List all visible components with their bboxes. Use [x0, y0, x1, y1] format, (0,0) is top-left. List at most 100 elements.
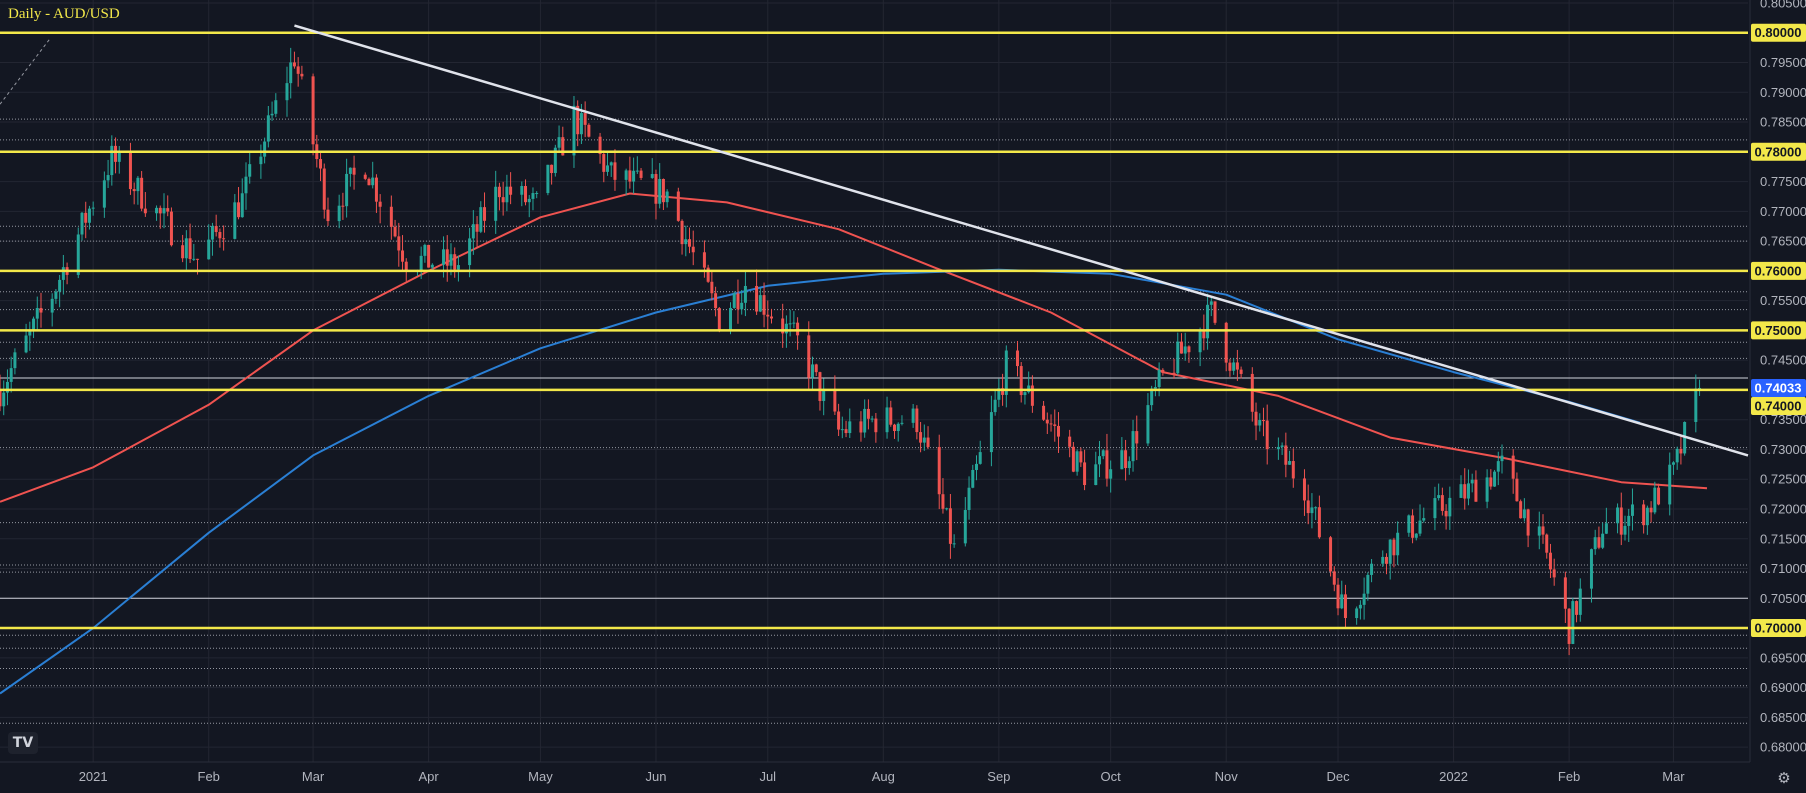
candle-body: [1049, 423, 1053, 425]
level-price-label: 0.74000: [1755, 398, 1802, 413]
candle-body: [606, 165, 610, 172]
candle-body: [1068, 436, 1072, 447]
candle-body: [1250, 373, 1254, 412]
candle-body: [609, 162, 613, 166]
candle-body: [453, 254, 457, 270]
candle-body: [1679, 448, 1683, 454]
candle-body: [181, 245, 185, 259]
candle-body: [755, 285, 759, 312]
candle-body: [561, 137, 565, 156]
candle-body: [1336, 584, 1340, 609]
candle-body: [1671, 462, 1675, 465]
level-price-label: 0.75000: [1755, 323, 1802, 338]
candle-body: [1355, 608, 1359, 619]
candle-body: [1075, 451, 1079, 472]
candle-body: [732, 293, 736, 308]
candle-body: [263, 141, 267, 157]
candle-body: [13, 352, 17, 369]
candle-body: [1627, 515, 1631, 526]
candle-body: [1127, 461, 1131, 469]
candle-body: [374, 177, 378, 202]
candle-body: [214, 226, 218, 233]
candle-body: [1187, 346, 1191, 353]
candlesticks: [0, 47, 1702, 656]
candle-body: [1358, 604, 1362, 609]
candle-body: [84, 212, 88, 223]
level-price-label: 0.80000: [1755, 25, 1802, 40]
candle-body: [1589, 549, 1593, 589]
candle-body: [1094, 464, 1098, 486]
candle-body: [989, 412, 993, 453]
candle-body: [509, 186, 513, 195]
candle-body: [1563, 577, 1567, 609]
candle-body: [1392, 539, 1396, 556]
candle-body: [54, 291, 58, 299]
candle-body: [665, 191, 669, 203]
candle-body: [1366, 574, 1370, 594]
candle-body: [587, 124, 591, 137]
candle-body: [1604, 523, 1608, 534]
candle-body: [1597, 537, 1601, 548]
candle-body: [140, 177, 144, 209]
candle-body: [837, 411, 841, 430]
candle-body: [896, 423, 900, 431]
candle-body: [1645, 507, 1649, 526]
candle-body: [535, 193, 539, 195]
y-tick-label: 0.74500: [1760, 353, 1806, 368]
candle-body: [1552, 569, 1556, 578]
candle-body: [583, 113, 587, 125]
candle-body: [1340, 594, 1344, 609]
x-tick-label: Nov: [1215, 769, 1239, 784]
candle-body: [1261, 420, 1265, 422]
gear-icon[interactable]: ⚙: [1777, 769, 1791, 787]
candle-body: [527, 198, 531, 203]
candle-body: [389, 206, 393, 227]
dotted-levels: [0, 118, 1748, 724]
candle-body: [143, 208, 147, 214]
y-tick-label: 0.68500: [1760, 710, 1806, 725]
candle-body: [210, 226, 214, 240]
candle-body: [5, 381, 9, 393]
moving-average-slow: [0, 268, 1641, 695]
candle-body: [1001, 388, 1005, 395]
support-resistance-levels: [0, 31, 1748, 630]
candle-body: [285, 83, 289, 101]
x-tick-label: Jun: [645, 769, 666, 784]
candle-body: [635, 170, 639, 172]
candle-body: [978, 452, 982, 464]
candle-body: [624, 170, 628, 180]
dashed-projection: [0, 38, 51, 105]
level-price-label-bg: [1751, 396, 1806, 415]
candle-body: [919, 432, 923, 443]
candle-body: [1030, 385, 1034, 406]
candle-body: [1109, 469, 1113, 479]
candle-body: [1042, 405, 1046, 420]
candle-body: [952, 543, 956, 545]
candle-body: [926, 437, 930, 447]
candle-body: [1239, 369, 1243, 374]
candle-body: [863, 408, 867, 433]
candle-body: [784, 323, 788, 334]
y-tick-label: 0.77500: [1760, 174, 1806, 189]
candle-body: [900, 422, 904, 424]
candle-body: [505, 186, 509, 203]
candle-body: [292, 62, 296, 67]
candle-body: [1519, 501, 1523, 519]
candle-body: [870, 418, 874, 420]
candle-body: [874, 418, 878, 433]
tradingview-logo-icon[interactable]: TV: [8, 732, 38, 754]
x-tick-label: Feb: [1558, 769, 1580, 784]
candle-body: [781, 318, 785, 334]
candle-body: [743, 285, 747, 303]
candle-body: [50, 298, 54, 313]
candle-body: [1235, 362, 1239, 370]
candle-body: [602, 154, 606, 172]
candle-body: [885, 407, 889, 433]
candle-body: [1097, 456, 1101, 465]
candle-body: [1362, 593, 1366, 605]
candle-body: [266, 115, 270, 142]
candle-body: [1448, 497, 1452, 517]
candle-body: [1370, 563, 1374, 575]
candle-body: [501, 197, 505, 203]
